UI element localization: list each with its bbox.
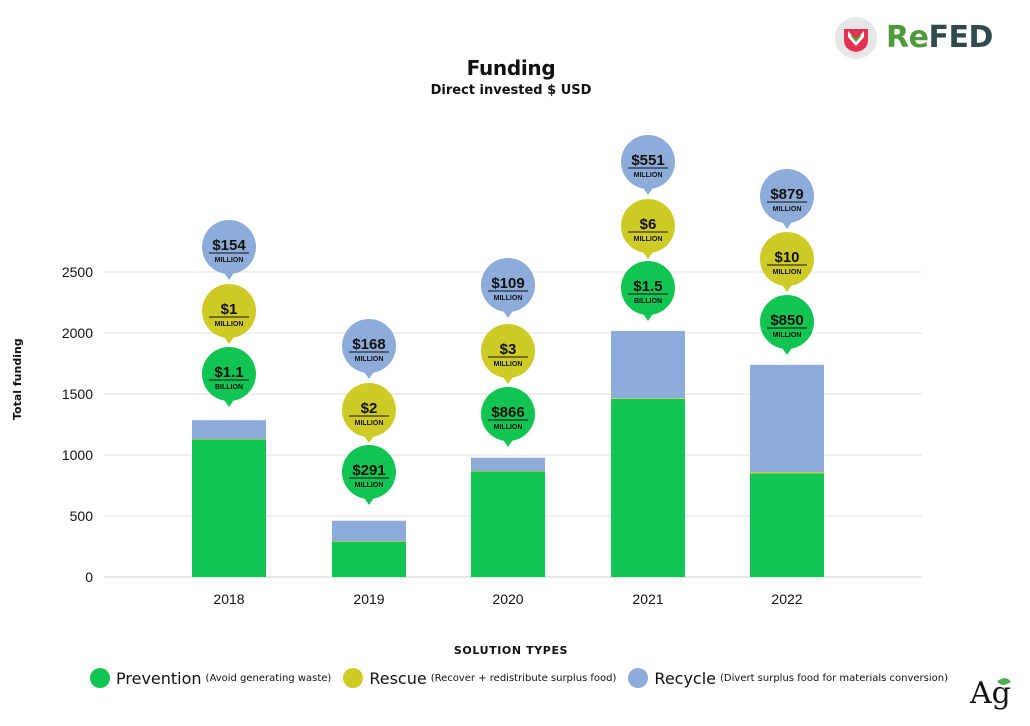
bubble-unit-rescue-2020: MILLION xyxy=(494,361,523,368)
bubble-unit-recycle-2018: MILLION xyxy=(215,257,244,264)
y-tick-label: 1500 xyxy=(62,386,93,402)
bubble-rescue-2021 xyxy=(621,199,675,253)
bubble-value-rescue-2018: $1 xyxy=(221,301,238,318)
bubble-value-rescue-2022: $10 xyxy=(774,249,799,266)
bar-recycle-2018 xyxy=(192,420,266,440)
bar-recycle-2021 xyxy=(611,330,685,399)
chart-subtitle: Direct invested $ USD xyxy=(430,83,592,98)
bubble-unit-prevention-2018: BILLION xyxy=(215,384,243,391)
y-tick-label: 2500 xyxy=(62,264,93,280)
logo-text-fed: FED xyxy=(928,20,993,55)
bubble-prevention-2022 xyxy=(760,295,814,349)
bubble-recycle-2019 xyxy=(342,319,396,373)
y-tick-label: 500 xyxy=(70,508,94,524)
legend: Prevention (Avoid generating waste) Resc… xyxy=(90,668,948,688)
bubble-value-recycle-2022: $879 xyxy=(770,186,803,203)
refed-logo-text: ReFED xyxy=(886,20,993,55)
bubble-value-rescue-2021: $6 xyxy=(640,216,657,233)
bubble-value-recycle-2019: $168 xyxy=(352,336,385,353)
bubble-recycle-2022 xyxy=(760,169,814,223)
legend-title: SOLUTION TYPES xyxy=(453,644,569,657)
y-tick-label: 1000 xyxy=(62,447,93,463)
bubble-prevention-2018 xyxy=(202,347,256,401)
bubble-value-prevention-2022: $850 xyxy=(770,312,803,329)
bubble-value-prevention-2019: $291 xyxy=(352,462,385,479)
x-tick-label: 2018 xyxy=(213,591,244,607)
x-tick-label: 2019 xyxy=(353,591,384,607)
bubble-unit-prevention-2021: BILLION xyxy=(634,298,662,305)
refed-logo: ReFED xyxy=(834,16,1004,62)
bubble-unit-recycle-2021: MILLION xyxy=(634,172,663,179)
x-tick-label: 2022 xyxy=(771,591,802,607)
legend-desc-prevention: (Avoid generating waste) xyxy=(205,672,332,684)
bubble-unit-prevention-2020: MILLION xyxy=(494,424,523,431)
bubble-unit-rescue-2021: MILLION xyxy=(634,236,663,243)
bubble-value-recycle-2021: $551 xyxy=(631,152,664,169)
refed-logo-icon xyxy=(835,17,877,59)
bar-recycle-2022 xyxy=(750,364,824,473)
bubble-recycle-2020 xyxy=(481,258,535,312)
x-tick-label: 2020 xyxy=(492,591,523,607)
bubble-value-prevention-2018: $1.1 xyxy=(214,364,243,381)
bubble-recycle-2018 xyxy=(202,220,256,274)
bar-recycle-2019 xyxy=(332,520,406,542)
bubble-recycle-2021 xyxy=(621,135,675,189)
bubble-value-recycle-2020: $109 xyxy=(491,275,524,292)
bar-rescue-2018 xyxy=(192,439,266,440)
legend-item-prevention: Prevention (Avoid generating waste) xyxy=(90,668,331,688)
bubble-value-prevention-2020: $866 xyxy=(491,404,524,421)
chart-title: Funding xyxy=(466,56,556,80)
logo-text-re: Re xyxy=(886,20,929,55)
bar-prevention-2018 xyxy=(192,439,266,577)
legend-label-rescue: Rescue xyxy=(369,668,427,688)
legend-swatch-prevention xyxy=(90,668,110,688)
bubble-value-rescue-2019: $2 xyxy=(361,400,378,417)
bar-rescue-2019 xyxy=(332,541,406,542)
bar-prevention-2019 xyxy=(332,541,406,577)
bar-prevention-2020 xyxy=(471,471,545,577)
funding-chart: 0 500 1000 1500 2000 2500 2018 2019 2020 2021 2022… xyxy=(62,135,922,607)
bar-rescue-2022 xyxy=(750,472,824,474)
bubble-unit-prevention-2019: MILLION xyxy=(355,482,384,489)
bubble-unit-rescue-2022: MILLION xyxy=(773,269,802,276)
bubble-unit-recycle-2019: MILLION xyxy=(355,356,384,363)
bar-prevention-2021 xyxy=(611,398,685,577)
bubble-value-recycle-2018: $154 xyxy=(212,237,246,254)
bubble-unit-rescue-2018: MILLION xyxy=(215,321,244,328)
legend-desc-rescue: (Recover + redistribute surplus food) xyxy=(430,672,617,684)
bubble-unit-prevention-2022: MILLION xyxy=(773,332,802,339)
bubble-value-rescue-2020: $3 xyxy=(500,341,517,358)
bubble-unit-recycle-2022: MILLION xyxy=(773,206,802,213)
bar-rescue-2021 xyxy=(611,398,685,399)
bubble-prevention-2019 xyxy=(342,445,396,499)
y-axis-label: Total funding xyxy=(11,338,24,420)
bubble-prevention-2020 xyxy=(481,387,535,441)
bar-rescue-2020 xyxy=(471,470,545,472)
legend-swatch-rescue xyxy=(343,668,364,688)
ag-logo: Ag xyxy=(970,675,1011,711)
bubble-rescue-2018 xyxy=(202,284,256,338)
legend-item-recycle: Recycle (Divert surplus food for materia… xyxy=(628,668,948,688)
bar-recycle-2020 xyxy=(471,457,545,471)
bubble-rescue-2019 xyxy=(342,383,396,437)
legend-swatch-recycle xyxy=(628,668,649,688)
bubble-prevention-2021 xyxy=(621,261,675,315)
legend-label-prevention: Prevention xyxy=(116,668,202,688)
legend-item-rescue: Rescue (Recover + redistribute surplus f… xyxy=(343,668,616,688)
bubble-unit-recycle-2020: MILLION xyxy=(494,295,523,302)
bubble-unit-rescue-2019: MILLION xyxy=(355,420,384,427)
legend-desc-recycle: (Divert surplus food for materials conve… xyxy=(720,672,949,684)
bar-prevention-2022 xyxy=(750,473,824,577)
legend-label-recycle: Recycle xyxy=(654,668,717,688)
y-tick-label: 0 xyxy=(85,569,93,585)
bubble-rescue-2022 xyxy=(760,232,814,286)
y-tick-label: 2000 xyxy=(62,325,93,341)
bubble-rescue-2020 xyxy=(481,324,535,378)
x-tick-label: 2021 xyxy=(632,591,663,607)
bubble-value-prevention-2021: $1.5 xyxy=(633,278,662,295)
